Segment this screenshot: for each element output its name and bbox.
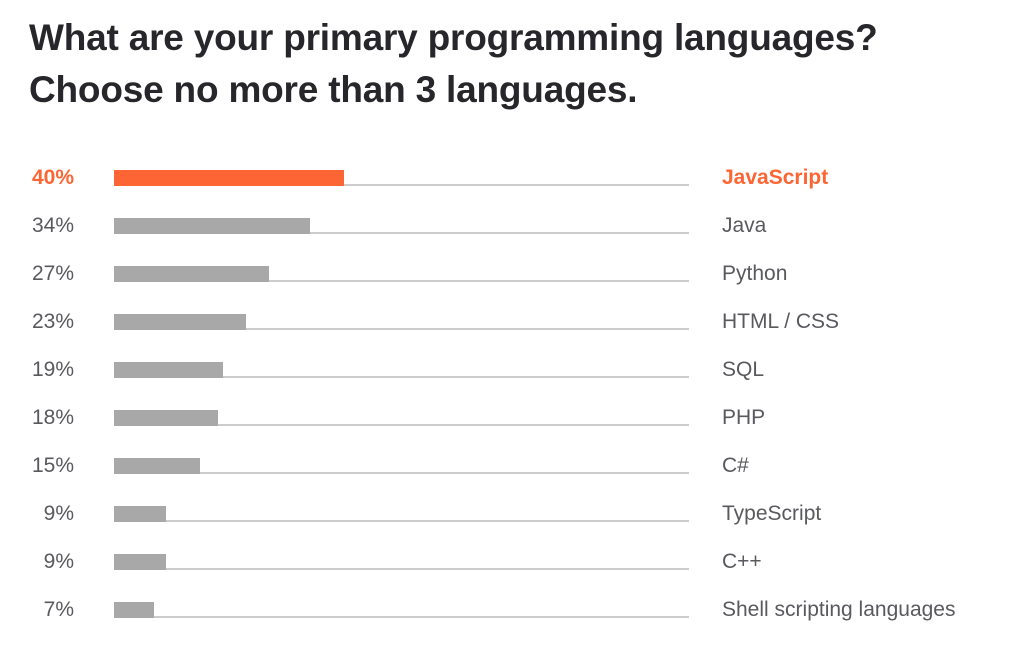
title-line-2: Choose no more than 3 languages. [29,69,638,110]
bar-rows: 40% JavaScript 34% Java 27% Python 23% H… [0,163,1010,643]
category-label: SQL [722,358,765,381]
bar [114,170,344,186]
bar [114,506,166,522]
bar [114,314,247,330]
category-label: JavaScript [722,166,829,189]
bar-row: 40% JavaScript [0,163,1010,211]
bar-track [114,184,689,186]
value-label: 40% [31,166,74,189]
bar [114,458,201,474]
bar-track [114,472,689,474]
value-label: 23% [31,310,74,333]
category-label: C# [722,454,749,477]
bar-row: 15% C# [0,451,1010,499]
category-label: Python [722,262,788,285]
bar-row: 27% Python [0,259,1010,307]
bar-row: 7% Shell scripting languages [0,595,1010,643]
bar-track [114,376,689,378]
bar-track [114,520,689,522]
bar-row: 23% HTML / CSS [0,307,1010,355]
value-label: 15% [31,454,74,477]
bar-track [114,424,689,426]
chart-title: What are your primary programming langua… [29,12,878,116]
value-label: 34% [31,214,74,237]
bar-row: 19% SQL [0,355,1010,403]
value-label: 19% [31,358,74,381]
value-label: 27% [31,262,74,285]
bar [114,266,270,282]
bar [114,554,166,570]
value-label: 9% [43,502,74,525]
bar-row: 9% TypeScript [0,499,1010,547]
value-label: 7% [43,598,74,621]
bar-row: 9% C++ [0,547,1010,595]
bar [114,218,310,234]
bar [114,410,218,426]
category-label: Shell scripting languages [722,598,956,621]
value-label: 18% [31,406,74,429]
category-label: Java [722,214,767,237]
category-label: TypeScript [722,502,822,525]
bar-row: 34% Java [0,211,1010,259]
category-label: HTML / CSS [722,310,840,333]
bar [114,362,224,378]
bar-track [114,616,689,618]
category-label: C++ [722,550,762,573]
category-label: PHP [722,406,766,429]
value-label: 9% [43,550,74,573]
bar-track [114,328,689,330]
bar [114,602,155,618]
title-line-1: What are your primary programming langua… [29,17,878,58]
bar-track [114,568,689,570]
bar-track [114,280,689,282]
bar-track [114,232,689,234]
bar-row: 18% PHP [0,403,1010,451]
